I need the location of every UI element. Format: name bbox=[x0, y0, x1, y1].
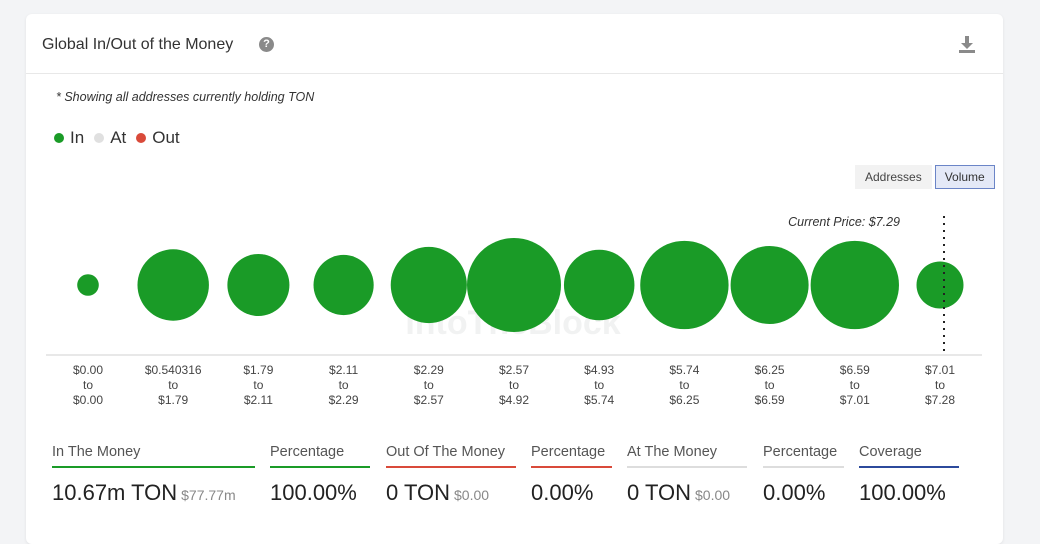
x-tick-from: $5.74 bbox=[669, 363, 699, 377]
note-text: * Showing all addresses currently holdin… bbox=[56, 90, 315, 104]
x-tick-to-word: to bbox=[509, 378, 519, 392]
stat-out-of-the-money: Out Of The Money 0 TON $0.00 bbox=[386, 444, 516, 506]
stat-coverage: Coverage 100.00% bbox=[859, 444, 959, 506]
x-tick-to: $7.28 bbox=[925, 393, 955, 407]
stat-value: 100.00% bbox=[859, 480, 946, 505]
x-tick-to-word: to bbox=[935, 378, 945, 392]
x-tick-to: $7.01 bbox=[840, 393, 870, 407]
x-tick-to-word: to bbox=[765, 378, 775, 392]
legend: In At Out bbox=[54, 128, 190, 148]
x-tick-from: $2.57 bbox=[499, 363, 529, 377]
bubble-10[interactable] bbox=[916, 261, 964, 309]
metric-toggle: Addresses Volume bbox=[852, 165, 995, 189]
stat-value: 0 TON $0.00 bbox=[627, 480, 731, 505]
addresses-toggle-button[interactable]: Addresses bbox=[855, 165, 932, 189]
bubble-chart: IntoTheBlock $0.00to$0.00$0.540316to$1.7… bbox=[46, 215, 982, 407]
x-tick-to-word: to bbox=[424, 378, 434, 392]
x-tick-from: $2.29 bbox=[414, 363, 444, 377]
bubble-5[interactable] bbox=[467, 238, 561, 332]
bubble-9[interactable] bbox=[810, 240, 899, 330]
x-tick-to: $6.59 bbox=[755, 393, 785, 407]
stat-label: Percentage bbox=[763, 444, 838, 460]
card-title: Global In/Out of the Money bbox=[42, 36, 234, 53]
x-tick-to: $2.11 bbox=[244, 393, 273, 407]
stat-bar bbox=[386, 466, 516, 468]
x-tick-from: $4.93 bbox=[584, 363, 614, 377]
bubble-1[interactable] bbox=[137, 249, 209, 321]
stat-bar bbox=[763, 466, 844, 468]
stat-label: Percentage bbox=[531, 444, 606, 460]
legend-item-at[interactable]: At bbox=[94, 128, 126, 148]
bubble-0[interactable] bbox=[77, 274, 99, 296]
stat-bar bbox=[627, 466, 747, 468]
stat-at-percentage: Percentage 0.00% bbox=[763, 444, 844, 506]
x-tick-to-word: to bbox=[253, 378, 263, 392]
card-header: Global In/Out of the Money ? bbox=[26, 14, 1003, 74]
bubble-2[interactable] bbox=[227, 253, 290, 317]
download-icon[interactable] bbox=[957, 34, 977, 54]
stat-value: 0.00% bbox=[531, 480, 594, 505]
legend-label-out: Out bbox=[152, 128, 180, 147]
stat-value: 100.00% bbox=[270, 480, 357, 505]
x-tick-to: $2.57 bbox=[414, 393, 444, 407]
x-tick-from: $0.540316 bbox=[145, 363, 202, 377]
stat-label: Percentage bbox=[270, 444, 345, 460]
x-tick-to-word: to bbox=[83, 378, 93, 392]
legend-dot-at bbox=[94, 133, 105, 143]
help-icon[interactable]: ? bbox=[259, 37, 274, 52]
x-tick-from: $2.11 bbox=[329, 363, 358, 377]
stat-bar bbox=[270, 466, 370, 468]
x-tick-to-word: to bbox=[339, 378, 349, 392]
stat-sub: $0.00 bbox=[695, 487, 731, 503]
legend-label-at: At bbox=[110, 128, 127, 147]
stat-value: 10.67m TON $77.77m bbox=[52, 480, 236, 505]
bubbles-group bbox=[77, 238, 964, 332]
x-tick-to: $6.25 bbox=[669, 393, 699, 407]
legend-label-in: In bbox=[70, 128, 85, 147]
x-tick-to-word: to bbox=[168, 378, 178, 392]
stat-bar bbox=[859, 466, 959, 468]
stat-value: 0.00% bbox=[763, 480, 826, 505]
x-tick-from: $1.79 bbox=[243, 363, 273, 377]
stat-label: Out Of The Money bbox=[386, 444, 506, 460]
stat-label: At The Money bbox=[627, 444, 718, 460]
bubble-4[interactable] bbox=[390, 246, 467, 324]
bubble-6[interactable] bbox=[563, 249, 635, 321]
legend-dot-in bbox=[54, 133, 64, 143]
bubble-3[interactable] bbox=[313, 254, 374, 316]
x-tick-to-word: to bbox=[594, 378, 604, 392]
current-price-label: Current Price: $7.29 bbox=[788, 215, 900, 229]
legend-dot-out bbox=[136, 133, 147, 143]
stat-out-percentage: Percentage 0.00% bbox=[531, 444, 612, 506]
x-tick-to: $1.79 bbox=[158, 393, 188, 407]
x-tick-from: $6.59 bbox=[840, 363, 870, 377]
stat-label: Coverage bbox=[859, 444, 922, 460]
x-tick-to-word: to bbox=[679, 378, 689, 392]
x-tick-from: $7.01 bbox=[925, 363, 955, 377]
stat-in-percentage: Percentage 100.00% bbox=[270, 444, 370, 506]
stat-in-the-money: In The Money 10.67m TON $77.77m bbox=[52, 444, 255, 506]
bubble-8[interactable] bbox=[730, 245, 809, 325]
x-tick-to: $5.74 bbox=[584, 393, 614, 407]
legend-item-out[interactable]: Out bbox=[136, 128, 180, 148]
volume-toggle-button[interactable]: Volume bbox=[934, 165, 995, 189]
stat-bar bbox=[531, 466, 612, 468]
x-labels-group: $0.00to$0.00$0.540316to$1.79$1.79to$2.11… bbox=[73, 363, 955, 407]
x-tick-from: $6.25 bbox=[755, 363, 785, 377]
stat-label: In The Money bbox=[52, 444, 141, 460]
bubble-7[interactable] bbox=[640, 240, 729, 330]
in-out-money-card: Global In/Out of the Money ? * Showing a… bbox=[26, 14, 1003, 544]
x-tick-to-word: to bbox=[850, 378, 860, 392]
x-tick-to: $2.29 bbox=[329, 393, 359, 407]
x-tick-from: $0.00 bbox=[73, 363, 103, 377]
stat-bar bbox=[52, 466, 255, 468]
stat-sub: $77.77m bbox=[181, 487, 236, 503]
x-tick-to: $4.92 bbox=[499, 393, 529, 407]
stat-value: 0 TON $0.00 bbox=[386, 480, 490, 505]
stat-at-the-money: At The Money 0 TON $0.00 bbox=[627, 444, 747, 506]
legend-item-in[interactable]: In bbox=[54, 128, 84, 148]
stat-sub: $0.00 bbox=[454, 487, 490, 503]
x-tick-to: $0.00 bbox=[73, 393, 103, 407]
